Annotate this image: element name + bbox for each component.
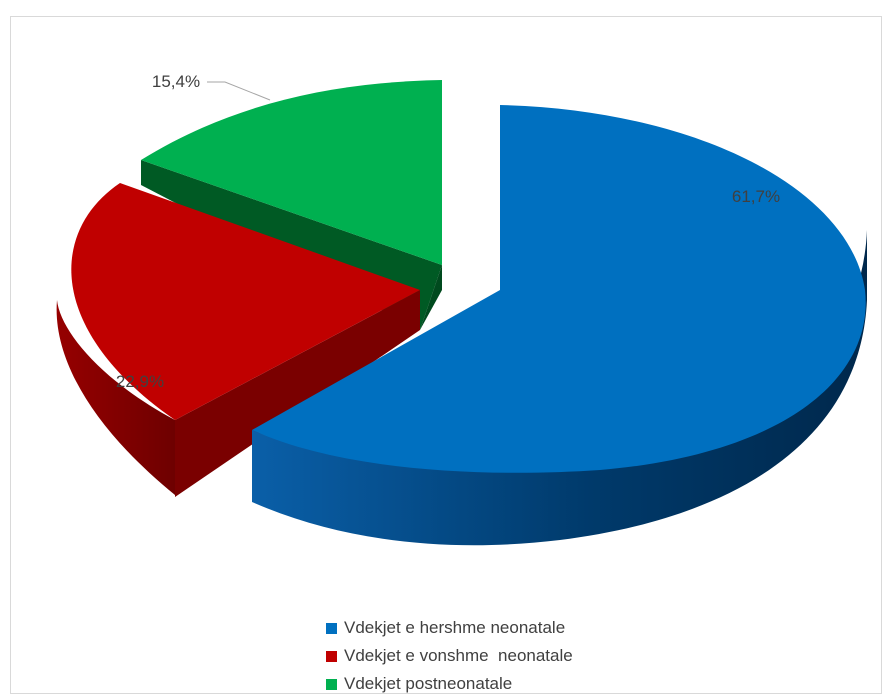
slice-vdekjet-e-hershme-neonatale <box>252 105 867 546</box>
legend-label: Vdekjet e hershme neonatale <box>344 618 566 637</box>
legend: Vdekjet e hershme neonatale Vdekjet e vo… <box>326 614 666 698</box>
slice-red-top <box>71 183 420 420</box>
legend-item: Vdekjet postneonatale <box>326 670 666 698</box>
leader-line <box>207 81 271 101</box>
slice-blue-top <box>252 105 866 473</box>
legend-item: Vdekjet e vonshme neonatale <box>326 642 666 670</box>
legend-item: Vdekjet e hershme neonatale <box>326 614 666 642</box>
slice-vdekjet-e-vonshme-neonatale <box>56 183 420 497</box>
legend-label: Vdekjet postneonatale <box>344 674 513 693</box>
slice-green-top <box>141 80 442 265</box>
slice-green-side-2 <box>420 265 442 330</box>
legend-swatch-green <box>326 678 337 690</box>
data-label-green: 15,4% <box>152 72 200 91</box>
data-label-blue: 61,7% <box>732 187 780 206</box>
legend-label: Vdekjet e vonshme neonatale <box>344 646 573 665</box>
slice-red-side-2 <box>175 290 420 497</box>
slice-red-side <box>56 300 176 495</box>
legend-swatch-red <box>326 650 337 662</box>
legend-swatch-blue <box>326 622 337 634</box>
data-label-red: 22,9% <box>116 372 164 391</box>
